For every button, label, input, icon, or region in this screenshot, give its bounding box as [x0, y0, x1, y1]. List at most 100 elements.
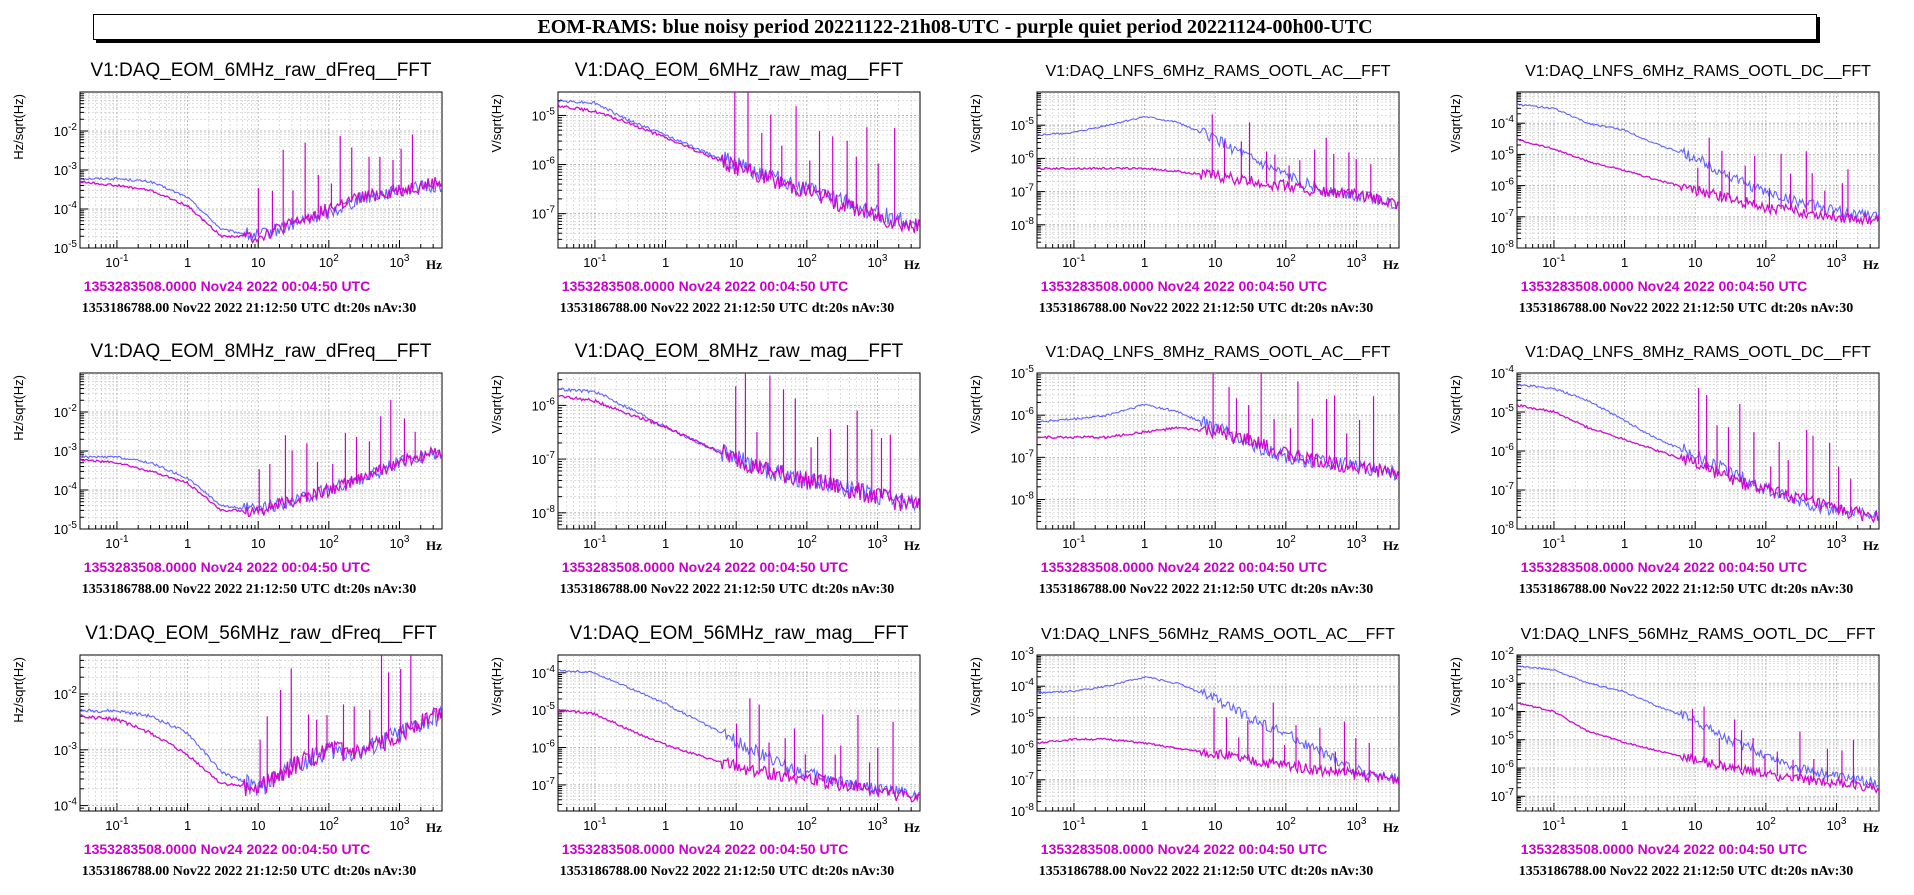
y-tick-label: 10-2: [54, 403, 78, 420]
plot-area: [1517, 383, 1879, 524]
x-tick-label: 10-1: [583, 253, 607, 270]
chart-title: V1:DAQ_EOM_56MHz_raw_dFreq__FFT: [85, 623, 437, 644]
x-tick-label: 102: [319, 253, 339, 270]
x-axis-label: Hz: [1863, 257, 1879, 272]
chart-panel: V1:DAQ_EOM_56MHz_raw_mag__FFT 10-1 1 10 102 1…: [489, 623, 921, 879]
timestamp-quiet: 1353283508.0000 Nov24 2022 00:04:50 UTC: [562, 841, 848, 857]
series-line-quiet: [558, 708, 920, 803]
x-tick-label: 1: [662, 536, 669, 551]
series-line-noisy: [1517, 103, 1879, 221]
timestamp-noisy: 1353186788.00 Nov22 2022 21:12:50 UTC dt…: [560, 864, 895, 879]
x-tick-label: 103: [867, 253, 887, 270]
y-axis-label: V/sqrt(Hz): [489, 94, 504, 153]
chart-panel: V1:DAQ_LNFS_56MHz_RAMS_OOTL_DC__FFT 10-1 1…: [1448, 626, 1880, 879]
plot-area: [558, 668, 920, 803]
x-tick-label: 10: [1208, 818, 1222, 833]
y-tick-label: 10-4: [1011, 677, 1035, 694]
y-axis-label: V/sqrt(Hz): [1448, 657, 1463, 716]
y-tick-label: 10-8: [1011, 216, 1035, 233]
x-tick-label: 103: [389, 816, 409, 833]
y-tick-label: 10-6: [1011, 740, 1035, 757]
x-tick-label: 102: [1756, 253, 1776, 270]
x-tick-label: 10-1: [1062, 253, 1086, 270]
series-line-quiet: [1037, 737, 1399, 786]
plot-area: [80, 399, 442, 517]
chart-title: V1:DAQ_LNFS_56MHz_RAMS_OOTL_DC__FFT: [1521, 626, 1876, 643]
x-tick-label: 10-1: [1062, 816, 1086, 833]
x-tick-label: 10-1: [1542, 816, 1566, 833]
y-tick-label: 10-5: [1011, 708, 1035, 725]
timestamp-quiet: 1353283508.0000 Nov24 2022 00:04:50 UTC: [1521, 278, 1807, 294]
x-tick-label: 1: [184, 255, 191, 270]
y-tick-label: 10-2: [54, 122, 78, 139]
x-tick-label: 1: [1621, 818, 1628, 833]
series-line-quiet: [1517, 403, 1879, 524]
x-tick-label: 10: [729, 818, 743, 833]
x-tick-label: 10-1: [1542, 253, 1566, 270]
chart-title: V1:DAQ_LNFS_6MHz_RAMS_OOTL_AC__FFT: [1046, 63, 1391, 80]
y-tick-label: 10-4: [532, 664, 556, 681]
y-axis-label: V/sqrt(Hz): [489, 657, 504, 716]
x-tick-label: 102: [1756, 534, 1776, 551]
y-tick-label: 10-7: [1491, 481, 1515, 498]
x-axis-label: Hz: [1383, 538, 1399, 553]
x-axis-label: Hz: [904, 257, 920, 272]
y-tick-label: 10-5: [1011, 116, 1035, 133]
x-axis-label: Hz: [426, 257, 442, 272]
timestamp-quiet: 1353283508.0000 Nov24 2022 00:04:50 UTC: [1521, 559, 1807, 575]
timestamp-noisy: 1353186788.00 Nov22 2022 21:12:50 UTC dt…: [1039, 864, 1374, 879]
x-tick-label: 10: [1208, 255, 1222, 270]
y-tick-label: 10-7: [1011, 448, 1035, 465]
chart-panel: V1:DAQ_LNFS_6MHz_RAMS_OOTL_DC__FFT 10-1 1 1…: [1448, 63, 1880, 316]
y-tick-label: 10-5: [1011, 364, 1035, 381]
chart-title: V1:DAQ_EOM_6MHz_raw_mag__FFT: [575, 60, 904, 81]
timestamp-quiet: 1353283508.0000 Nov24 2022 00:04:50 UTC: [562, 559, 848, 575]
chart-panel: V1:DAQ_LNFS_6MHz_RAMS_OOTL_AC__FFT 10-1 1 1…: [968, 63, 1400, 316]
timestamp-noisy: 1353186788.00 Nov22 2022 21:12:50 UTC dt…: [82, 301, 417, 316]
plot-area: [1037, 114, 1399, 210]
y-tick-label: 10-5: [1491, 731, 1515, 748]
y-tick-label: 10-7: [1011, 771, 1035, 788]
y-tick-label: 10-4: [1491, 702, 1515, 719]
chart-panel: V1:DAQ_EOM_6MHz_raw_dFreq__FFT 10-1 1 10 102…: [11, 60, 443, 316]
x-tick-label: 103: [1826, 816, 1846, 833]
y-tick-label: 10-5: [54, 239, 78, 256]
y-tick-label: 10-4: [54, 797, 78, 814]
plot-area: [1517, 103, 1879, 227]
grid: [80, 655, 442, 811]
x-axis-label: Hz: [1863, 820, 1879, 835]
x-tick-label: 103: [1826, 534, 1846, 551]
plot-area: [558, 373, 920, 513]
x-axis-label: Hz: [1863, 538, 1879, 553]
grid: [80, 92, 442, 248]
y-axis-label: V/sqrt(Hz): [968, 657, 983, 716]
figure-title: EOM-RAMS: blue noisy period 20221122-21h…: [537, 16, 1373, 38]
x-tick-label: 10: [1688, 818, 1702, 833]
series-line-quiet: [1037, 166, 1399, 210]
y-axis-label: V/sqrt(Hz): [489, 375, 504, 434]
chart-panel: V1:DAQ_LNFS_8MHz_RAMS_OOTL_DC__FFT 10-1 1 1…: [1448, 344, 1880, 597]
timestamp-noisy: 1353186788.00 Nov22 2022 21:12:50 UTC dt…: [1519, 582, 1854, 597]
y-tick-label: 10-4: [54, 200, 78, 217]
x-tick-label: 102: [797, 534, 817, 551]
y-tick-label: 10-7: [1491, 787, 1515, 804]
x-tick-label: 10: [729, 536, 743, 551]
y-tick-label: 10-5: [532, 106, 556, 123]
series-line-noisy: [558, 98, 920, 230]
y-tick-label: 10-7: [532, 776, 556, 793]
y-axis-label: V/sqrt(Hz): [968, 375, 983, 434]
y-tick-label: 10-5: [532, 701, 556, 718]
x-tick-label: 10-1: [583, 816, 607, 833]
x-tick-label: 10-1: [583, 534, 607, 551]
x-tick-label: 10-1: [105, 816, 129, 833]
y-tick-label: 10-5: [1491, 145, 1515, 162]
plot-area: [80, 134, 442, 245]
x-tick-label: 1: [1141, 255, 1148, 270]
y-tick-label: 10-2: [54, 685, 78, 702]
timestamp-noisy: 1353186788.00 Nov22 2022 21:12:50 UTC dt…: [82, 582, 417, 597]
plot-frame: [557, 91, 921, 249]
x-tick-label: 103: [867, 816, 887, 833]
x-tick-label: 1: [184, 818, 191, 833]
y-tick-label: 10-8: [1011, 491, 1035, 508]
